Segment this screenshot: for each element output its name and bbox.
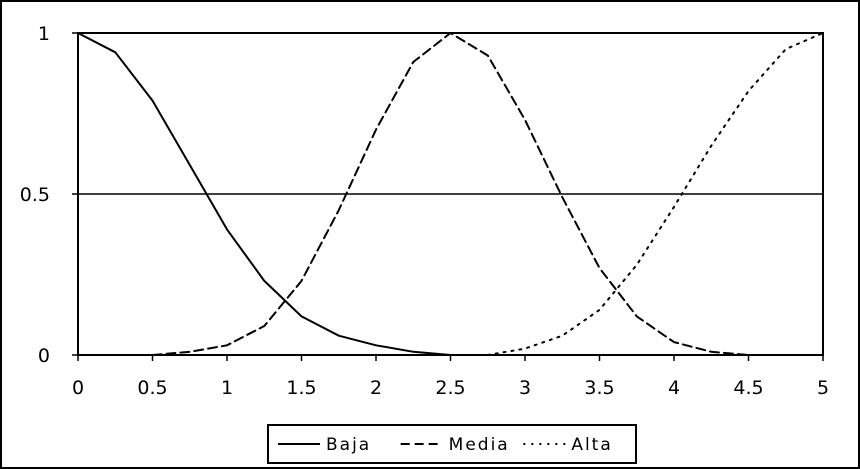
x-tick-label: 1.5 (286, 377, 316, 399)
x-tick-label: 3 (519, 377, 531, 399)
series-line-alta (486, 32, 824, 356)
series-line-media (151, 32, 750, 356)
x-axis: 0 0.5 1 1.5 2 2.5 3 3.5 4 4.5 5 (72, 355, 829, 399)
legend-box (267, 424, 637, 464)
x-tick-label: 4 (668, 377, 680, 399)
x-tick-label: 2 (370, 377, 382, 399)
x-tick-label: 2.5 (435, 377, 465, 399)
x-tick-label: 4.5 (733, 377, 763, 399)
x-tick-label: 0 (72, 377, 84, 399)
series-line-baja (77, 32, 489, 356)
series-layer (77, 32, 824, 356)
x-tick-label: 1 (221, 377, 233, 399)
legend: Baja Media Alta (267, 424, 637, 464)
x-tick-label: 3.5 (584, 377, 614, 399)
y-tick-label: 0 (38, 345, 50, 367)
legend-label-alta: Alta (571, 435, 612, 455)
legend-label-baja: Baja (326, 435, 371, 455)
x-tick-label: 5 (817, 377, 829, 399)
y-tick-label: 1 (38, 23, 50, 45)
y-axis: 00.51 (20, 23, 78, 367)
y-tick-label: 0.5 (20, 184, 50, 206)
x-tick-label: 0.5 (137, 377, 167, 399)
legend-label-media: Media (449, 435, 510, 455)
